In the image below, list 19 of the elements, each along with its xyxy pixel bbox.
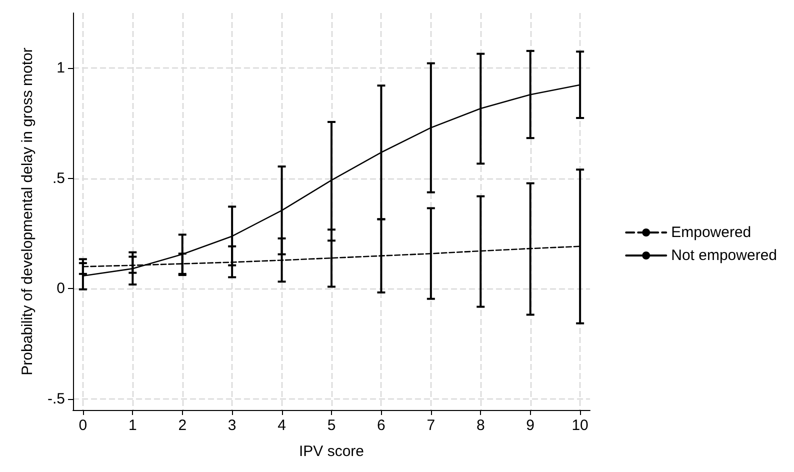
y-tick-label: 1 (56, 60, 65, 77)
y-tick-label: 0 (56, 280, 65, 298)
x-tick-label: 7 (426, 417, 436, 434)
x-tick-label: 10 (572, 417, 588, 434)
x-tick-label: 0 (78, 417, 88, 434)
x-tick-label: 2 (178, 417, 187, 434)
x-tick-label: 4 (278, 417, 286, 434)
x-tick-label: 9 (526, 417, 535, 434)
y-axis-title: Probability of developmental delay in gross motor (19, 48, 36, 376)
legend-label: Empowered (671, 224, 752, 241)
x-tick-label: 8 (476, 417, 485, 434)
legend-label: Not empowered (671, 247, 778, 264)
y-tick-label: .5 (52, 170, 65, 187)
x-tick-label: 5 (327, 417, 336, 434)
x-tick-label: 6 (377, 417, 386, 434)
x-axis-title: IPV score (298, 443, 364, 460)
x-tick-label: 3 (228, 417, 236, 434)
y-tick-label: -.5 (47, 390, 65, 408)
x-tick-label: 1 (128, 417, 137, 434)
